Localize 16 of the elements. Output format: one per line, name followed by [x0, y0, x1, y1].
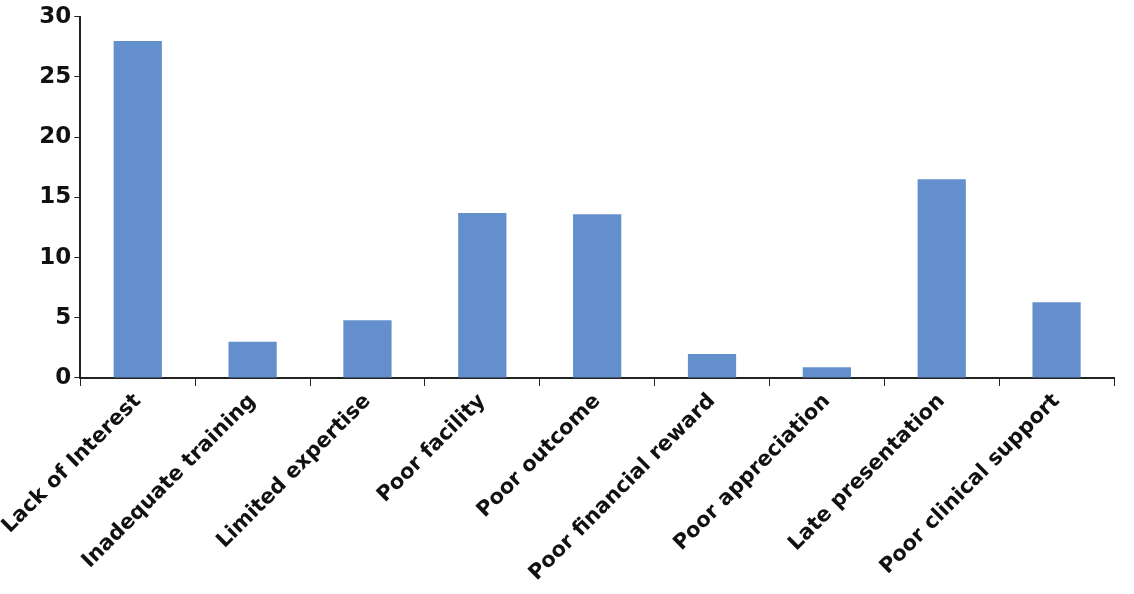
y-tick-label: 10 [39, 242, 72, 269]
y-tick-label: 30 [39, 1, 72, 28]
bar [1032, 302, 1081, 378]
bar [228, 341, 277, 378]
bar [687, 353, 737, 378]
bar [113, 40, 162, 378]
y-tick-label: 15 [39, 182, 72, 209]
y-tick-label: 0 [55, 362, 72, 389]
y-tick-label: 25 [39, 61, 72, 88]
bar [343, 320, 392, 378]
y-tick-label: 20 [39, 122, 72, 149]
bar [458, 213, 507, 378]
bar [573, 214, 622, 378]
bar [802, 367, 851, 378]
bar [917, 179, 966, 378]
y-tick-label: 5 [55, 302, 72, 329]
